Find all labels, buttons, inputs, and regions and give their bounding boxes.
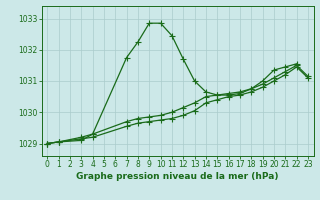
X-axis label: Graphe pression niveau de la mer (hPa): Graphe pression niveau de la mer (hPa) <box>76 172 279 181</box>
